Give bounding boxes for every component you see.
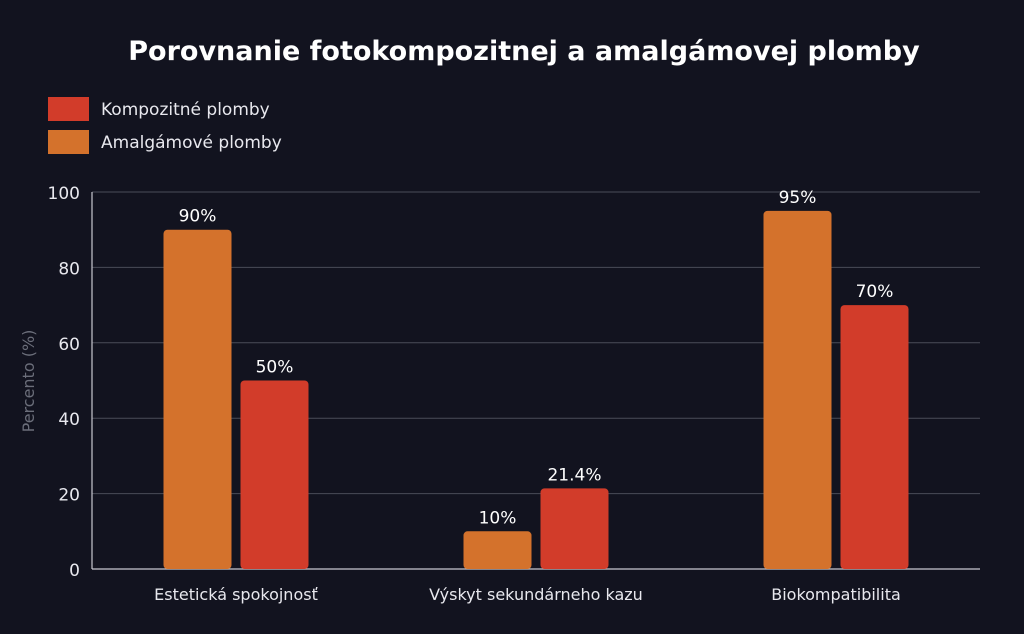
- bar-value-label: 10%: [479, 508, 517, 528]
- y-tick-label: 20: [58, 486, 80, 506]
- bar-value-label: 90%: [179, 207, 217, 227]
- y-tick-label: 60: [58, 335, 80, 355]
- bar-value-label: 70%: [856, 282, 894, 302]
- bars: 90% 50% 10% 21.4% 95% 70%: [163, 188, 909, 569]
- bar-value-label: 21.4%: [547, 465, 601, 485]
- y-tick-label: 100: [48, 184, 80, 204]
- bar: [763, 210, 832, 569]
- bar: [240, 380, 309, 569]
- bar: [840, 305, 909, 569]
- legend: Kompozitné plomby Amalgámové plomby: [48, 97, 282, 154]
- bar: [163, 229, 232, 569]
- axes: Estetická spokojnosť Výskyt sekundárneho …: [91, 192, 980, 604]
- y-tick-label: 0: [69, 561, 80, 581]
- bar-value-label: 50%: [256, 358, 294, 378]
- gridlines: 0 20 40 60 80 100: [48, 184, 980, 581]
- legend-swatch: [48, 97, 89, 121]
- legend-label: Kompozitné plomby: [101, 100, 270, 120]
- y-axis-label: Percento (%): [19, 330, 38, 433]
- bar: [540, 488, 609, 569]
- y-tick-label: 40: [58, 410, 80, 430]
- y-tick-label: 80: [58, 259, 80, 279]
- legend-swatch: [48, 130, 89, 154]
- bar-value-label: 95%: [779, 188, 817, 208]
- legend-label: Amalgámové plomby: [101, 133, 282, 153]
- bar: [463, 531, 532, 569]
- x-tick-label: Výskyt sekundárneho kazu: [429, 585, 643, 604]
- x-tick-label: Estetická spokojnosť: [154, 585, 318, 604]
- x-tick-label: Biokompatibilita: [771, 585, 901, 604]
- chart-title: Porovnanie fotokompozitnej a amalgámovej…: [128, 36, 920, 67]
